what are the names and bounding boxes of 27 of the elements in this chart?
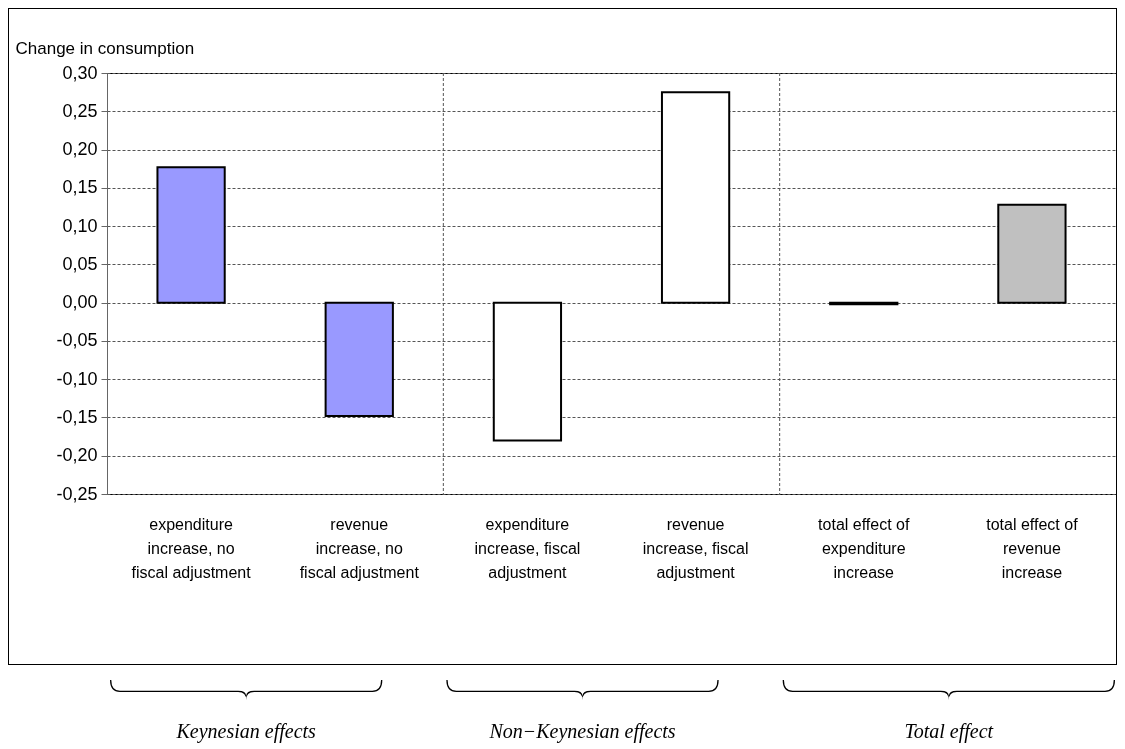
y-tick-label: -0,15 xyxy=(56,406,98,427)
y-tick-label: -0,20 xyxy=(56,445,98,466)
bar xyxy=(324,301,394,417)
text: Total effect xyxy=(904,720,994,743)
bar xyxy=(156,166,226,304)
x-tick-label: expenditure increase, no fiscal adjustment xyxy=(131,515,252,581)
x-tick-label: total effect of expenditure increase xyxy=(818,515,910,581)
y-tick-label: 0,10 xyxy=(62,215,98,236)
y-axis-title: Change in consumption xyxy=(15,38,195,58)
text: Keynesian effects xyxy=(175,720,317,743)
y-tick-label: 0,05 xyxy=(62,253,98,274)
text: Non−Keynesian effects xyxy=(488,720,676,743)
y-tick-label: -0,05 xyxy=(56,330,98,351)
y-tick-label: 0,30 xyxy=(62,62,98,83)
x-tick-label: expenditure increase, fiscal adjustment xyxy=(474,515,581,581)
x-tick-label: revenue increase, fiscal adjustment xyxy=(642,515,749,581)
x-tick-label: revenue increase, no fiscal adjustment xyxy=(299,515,420,581)
y-tick-label: 0,15 xyxy=(62,177,98,198)
y-tick-label: 0,20 xyxy=(62,139,98,160)
bar xyxy=(492,301,563,442)
y-tick-label: 0,00 xyxy=(62,292,98,313)
bar xyxy=(997,203,1067,304)
y-tick-label: 0,25 xyxy=(62,100,98,121)
bar xyxy=(660,91,731,304)
y-tick-label: -0,25 xyxy=(56,483,98,504)
y-tick-label: -0,10 xyxy=(56,368,98,389)
x-tick-label: total effect of revenue increase xyxy=(986,515,1079,581)
